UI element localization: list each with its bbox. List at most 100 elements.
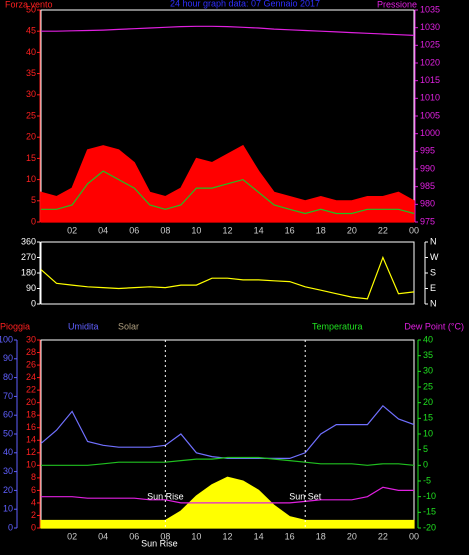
y-tick-label: 60 — [3, 410, 13, 420]
y-tick-label: N — [430, 236, 437, 246]
annotation-label: Sun Rise — [141, 538, 178, 548]
x-tick-label: 14 — [254, 225, 264, 235]
y-tick-label: 10 — [26, 174, 36, 184]
y-tick-label: 5 — [31, 195, 36, 205]
x-tick-label: 00 — [409, 225, 419, 235]
x-tick-label: 08 — [160, 531, 170, 541]
x-tick-label: 02 — [67, 531, 77, 541]
x-tick-label: 18 — [316, 225, 326, 235]
y-tick-label: 80 — [3, 372, 13, 382]
y-tick-label: 45 — [26, 26, 36, 36]
x-tick-label: 20 — [347, 531, 357, 541]
y-tick-label: 1035 — [420, 4, 440, 14]
y-tick-label: 990 — [420, 163, 435, 173]
y-tick-label: 35 — [423, 350, 433, 360]
y-tick-label: 360 — [21, 236, 36, 246]
y-tick-label: W — [430, 252, 439, 262]
y-tick-label: 975 — [420, 216, 435, 226]
x-tick-label: 16 — [285, 531, 295, 541]
x-tick-label: 16 — [285, 225, 295, 235]
y-tick-label: 1030 — [420, 22, 440, 32]
x-tick-label: 12 — [222, 225, 232, 235]
y-tick-label: 30 — [3, 466, 13, 476]
x-tick-label: 14 — [254, 531, 264, 541]
y-tick-label: 10 — [423, 428, 433, 438]
y-tick-label: 24 — [26, 372, 36, 382]
x-tick-label: 00 — [409, 531, 419, 541]
y-tick-label: 14 — [26, 435, 36, 445]
x-tick-label: 04 — [98, 531, 108, 541]
y-tick-label: 20 — [3, 485, 13, 495]
axis-label: Solar — [118, 321, 139, 331]
x-tick-label: 10 — [191, 225, 201, 235]
y-tick-label: 8 — [31, 472, 36, 482]
y-tick-label: E — [430, 283, 436, 293]
x-tick-label: 22 — [378, 531, 388, 541]
line — [41, 486, 414, 504]
y-tick-label: 995 — [420, 146, 435, 156]
axis-label: Dew Point (°C) — [404, 321, 464, 331]
y-tick-label: 12 — [26, 447, 36, 457]
y-tick-label: 22 — [26, 385, 36, 395]
y-tick-label: 1015 — [420, 75, 440, 85]
y-tick-label: 25 — [26, 110, 36, 120]
y-tick-label: 980 — [420, 199, 435, 209]
x-tick-label: 10 — [191, 531, 201, 541]
y-tick-label: 20 — [26, 132, 36, 142]
y-tick-label: 1020 — [420, 57, 440, 67]
axis-label: Forza vento — [5, 0, 53, 9]
y-tick-label: 35 — [26, 68, 36, 78]
y-tick-label: 16 — [26, 422, 36, 432]
y-tick-label: -20 — [423, 522, 436, 532]
y-tick-label: 985 — [420, 181, 435, 191]
y-tick-label: 1000 — [420, 128, 440, 138]
y-tick-label: 1005 — [420, 110, 440, 120]
y-tick-label: 40 — [26, 47, 36, 57]
chart-title: 24 hour graph data: 07 Gennaio 2017 — [170, 0, 320, 8]
y-tick-label: 30 — [26, 334, 36, 344]
y-tick-label: 20 — [26, 397, 36, 407]
line — [41, 170, 415, 215]
x-tick-label: 06 — [129, 225, 139, 235]
y-tick-label: 90 — [26, 283, 36, 293]
x-tick-label: 18 — [316, 531, 326, 541]
y-tick-label: S — [430, 267, 436, 277]
y-tick-label: 10 — [26, 460, 36, 470]
y-tick-label: 0 — [423, 460, 428, 470]
y-tick-label: 5 — [423, 444, 428, 454]
axis-label: Pressione — [377, 0, 417, 9]
y-tick-label: 0 — [31, 522, 36, 532]
y-tick-label: 0 — [31, 216, 36, 226]
x-tick-label: 12 — [222, 531, 232, 541]
line — [40, 255, 415, 300]
y-tick-label: -5 — [423, 475, 431, 485]
y-tick-label: 15 — [423, 413, 433, 423]
x-tick-label: 20 — [347, 225, 357, 235]
y-tick-label: 90 — [3, 353, 13, 363]
y-tick-label: 1010 — [420, 93, 440, 103]
x-tick-label: 06 — [129, 531, 139, 541]
y-tick-label: 50 — [26, 4, 36, 14]
y-tick-label: -15 — [423, 507, 436, 517]
y-tick-label: 10 — [3, 504, 13, 514]
annotation-label: Sun Rise — [147, 491, 184, 501]
y-tick-label: 50 — [3, 428, 13, 438]
y-tick-label: 25 — [423, 381, 433, 391]
y-tick-label: 15 — [26, 153, 36, 163]
axis-label: Pioggia — [0, 321, 30, 331]
y-tick-label: 26 — [26, 359, 36, 369]
y-tick-label: 40 — [423, 334, 433, 344]
axis-label: Temperatura — [312, 321, 363, 331]
y-tick-label: 180 — [21, 267, 36, 277]
y-tick-label: 18 — [26, 410, 36, 420]
line — [40, 404, 415, 459]
line — [41, 456, 415, 466]
y-tick-label: 30 — [423, 366, 433, 376]
y-tick-label: 0 — [31, 298, 36, 308]
x-tick-label: 04 — [98, 225, 108, 235]
y-tick-label: 6 — [31, 485, 36, 495]
y-tick-label: -10 — [423, 491, 436, 501]
y-tick-label: 4 — [31, 497, 36, 507]
